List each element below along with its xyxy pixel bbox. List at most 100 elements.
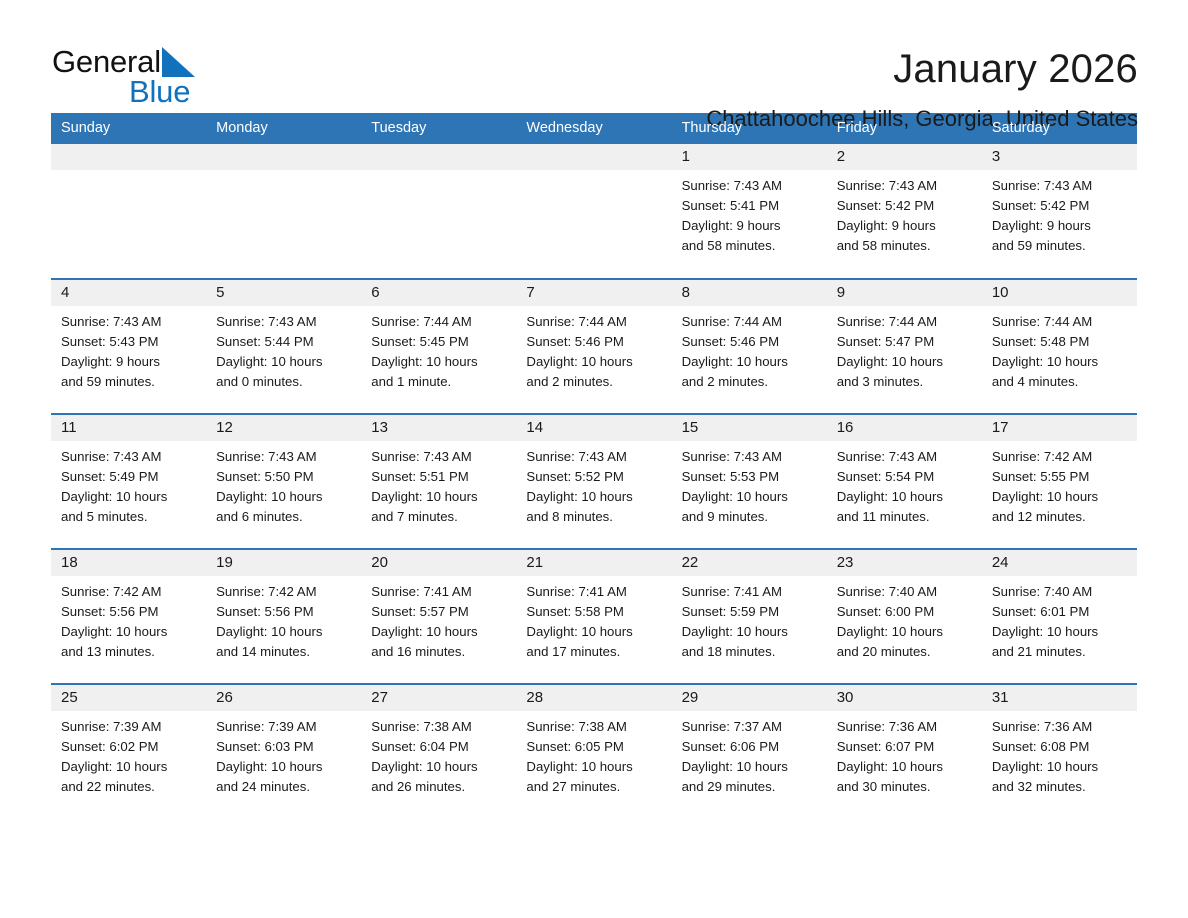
- calendar-day-cell[interactable]: 21 Sunrise: 7:41 AM Sunset: 5:58 PM Dayligh…: [516, 548, 672, 684]
- calendar-day-cell[interactable]: 25 Sunrise: 7:39 AM Sunset: 6:02 PM Dayligh…: [51, 683, 207, 819]
- calendar-day-cell[interactable]: 3 Sunrise: 7:43 AM Sunset: 5:42 PM Daylight…: [981, 144, 1137, 279]
- daylight-line-1: Daylight: 9 hours: [991, 218, 1091, 233]
- daylight-line-2: [371, 236, 508, 256]
- day-number: 7: [516, 280, 672, 306]
- sunset-line: Sunset: 5:43 PM: [61, 334, 159, 349]
- calendar-day-cell[interactable]: 30 Sunrise: 7:36 AM Sunset: 6:07 PM Dayligh…: [826, 683, 982, 819]
- calendar-day-cell[interactable]: 26 Sunrise: 7:39 AM Sunset: 6:03 PM Dayligh…: [206, 683, 362, 819]
- calendar-day-cell[interactable]: 15 Sunrise: 7:43 AM Sunset: 5:53 PM Dayligh…: [671, 413, 827, 549]
- calendar-day-cell[interactable]: 7 Sunrise: 7:44 AM Sunset: 5:46 PM Daylight…: [516, 278, 672, 414]
- logo-top-row: General: [52, 44, 302, 78]
- calendar-day-cell[interactable]: 24 Sunrise: 7:40 AM Sunset: 6:01 PM Dayligh…: [981, 548, 1137, 684]
- sunrise-line: Sunrise: 7:39 AM: [61, 719, 162, 734]
- daylight-line-2: and 59 minutes.: [991, 238, 1086, 253]
- calendar-day-cell[interactable]: 23 Sunrise: 7:40 AM Sunset: 6:00 PM Dayligh…: [826, 548, 982, 684]
- sunrise-line: Sunrise: 7:43 AM: [61, 314, 162, 329]
- day-detail-text: Sunrise: 7:43 AM Sunset: 5:42 PM Daylight:…: [827, 170, 982, 256]
- day-number: 23: [826, 550, 982, 576]
- day-detail-text: Sunrise: 7:42 AM Sunset: 5:56 PM Daylight:…: [51, 576, 206, 662]
- calendar-day-cell[interactable]: 1 Sunrise: 7:43 AM Sunset: 5:41 PM Daylight…: [671, 144, 827, 279]
- sunset-line: Sunset: 5:41 PM: [681, 198, 780, 213]
- daylight-line-2: [61, 236, 198, 256]
- general-blue-logo[interactable]: General Blue: [52, 44, 302, 114]
- calendar-day-cell[interactable]: 14 Sunrise: 7:43 AM Sunset: 5:52 PM Dayligh…: [516, 413, 672, 549]
- daylight-line-1: Daylight: 10 hours: [61, 759, 168, 774]
- day-number: 12: [206, 415, 362, 441]
- day-detail-text: Sunrise: 7:44 AM Sunset: 5:45 PM Daylight:…: [361, 306, 516, 392]
- logo-word-general: General: [52, 44, 161, 79]
- daylight-line-2: and 59 minutes.: [61, 374, 155, 389]
- daylight-line-1: [216, 216, 353, 236]
- sunset-line: Sunset: 5:58 PM: [526, 604, 624, 619]
- calendar-day-cell-empty: [516, 144, 672, 279]
- day-detail-text: Sunrise: 7:43 AM Sunset: 5:42 PM Daylight:…: [982, 170, 1137, 256]
- calendar-day-cell[interactable]: 19 Sunrise: 7:42 AM Sunset: 5:56 PM Dayligh…: [206, 548, 362, 684]
- daylight-line-2: and 5 minutes.: [61, 509, 148, 524]
- daylight-line-1: Daylight: 10 hours: [681, 354, 788, 369]
- daylight-line-2: and 12 minutes.: [991, 509, 1086, 524]
- calendar-day-cell[interactable]: 29 Sunrise: 7:37 AM Sunset: 6:06 PM Dayligh…: [671, 683, 827, 819]
- daylight-line-1: Daylight: 10 hours: [526, 354, 633, 369]
- daylight-line-1: Daylight: 10 hours: [371, 624, 478, 639]
- day-detail-text: [361, 170, 516, 256]
- calendar-day-cell[interactable]: 9 Sunrise: 7:44 AM Sunset: 5:47 PM Daylight…: [826, 278, 982, 414]
- weekday-header-saturday: Saturday: [981, 113, 1137, 144]
- daylight-line-2: and 26 minutes.: [371, 779, 466, 794]
- calendar-day-cell[interactable]: 12 Sunrise: 7:43 AM Sunset: 5:50 PM Dayligh…: [206, 413, 362, 549]
- calendar-day-cell[interactable]: 2 Sunrise: 7:43 AM Sunset: 5:42 PM Daylight…: [826, 144, 982, 279]
- daylight-line-1: Daylight: 10 hours: [526, 489, 633, 504]
- daylight-line-1: Daylight: 10 hours: [836, 354, 943, 369]
- sunset-line: Sunset: 6:01 PM: [991, 604, 1090, 619]
- daylight-line-2: and 1 minute.: [371, 374, 452, 389]
- calendar-day-cell[interactable]: 31 Sunrise: 7:36 AM Sunset: 6:08 PM Dayligh…: [981, 683, 1137, 819]
- weekday-header-tuesday: Tuesday: [361, 113, 517, 144]
- day-number: 8: [671, 280, 827, 306]
- daylight-line-1: Daylight: 9 hours: [61, 354, 160, 369]
- day-detail-text: [51, 170, 206, 256]
- daylight-line-2: and 18 minutes.: [681, 644, 776, 659]
- calendar-day-cell[interactable]: 13 Sunrise: 7:43 AM Sunset: 5:51 PM Dayligh…: [361, 413, 517, 549]
- sunset-line: Sunset: 6:03 PM: [216, 739, 314, 754]
- sunrise-line: Sunrise: 7:38 AM: [371, 719, 472, 734]
- daylight-line-2: and 9 minutes.: [681, 509, 769, 524]
- calendar-day-cell[interactable]: 4 Sunrise: 7:43 AM Sunset: 5:43 PM Daylight…: [51, 278, 207, 414]
- daylight-line-1: Daylight: 10 hours: [216, 354, 323, 369]
- calendar-day-cell-empty: [361, 144, 517, 279]
- calendar-day-cell[interactable]: 28 Sunrise: 7:38 AM Sunset: 6:05 PM Dayligh…: [516, 683, 672, 819]
- sunrise-line: Sunrise: 7:43 AM: [526, 449, 627, 464]
- day-number: 25: [51, 685, 207, 711]
- sunset-line: Sunset: 6:07 PM: [836, 739, 935, 754]
- sunset-line: Sunset: 6:04 PM: [371, 739, 469, 754]
- daylight-line-2: and 4 minutes.: [991, 374, 1079, 389]
- calendar-day-cell[interactable]: 17 Sunrise: 7:42 AM Sunset: 5:55 PM Dayligh…: [981, 413, 1137, 549]
- day-number: 26: [206, 685, 362, 711]
- daylight-line-1: Daylight: 10 hours: [681, 624, 788, 639]
- weekday-header-sunday: Sunday: [51, 113, 207, 144]
- calendar-day-cell[interactable]: 18 Sunrise: 7:42 AM Sunset: 5:56 PM Dayligh…: [51, 548, 207, 684]
- calendar-day-cell[interactable]: 6 Sunrise: 7:44 AM Sunset: 5:45 PM Daylight…: [361, 278, 517, 414]
- day-number: 15: [671, 415, 827, 441]
- calendar-day-cell[interactable]: 11 Sunrise: 7:43 AM Sunset: 5:49 PM Dayligh…: [51, 413, 207, 549]
- calendar-day-cell[interactable]: 20 Sunrise: 7:41 AM Sunset: 5:57 PM Dayligh…: [361, 548, 517, 684]
- calendar-day-cell[interactable]: 5 Sunrise: 7:43 AM Sunset: 5:44 PM Daylight…: [206, 278, 362, 414]
- sunrise-line: Sunrise: 7:37 AM: [681, 719, 782, 734]
- day-detail-text: Sunrise: 7:38 AM Sunset: 6:04 PM Daylight:…: [361, 711, 516, 797]
- sunrise-line: Sunrise: 7:39 AM: [216, 719, 317, 734]
- sunrise-line: [526, 176, 663, 196]
- sunrise-line: Sunrise: 7:43 AM: [681, 178, 782, 193]
- sunset-line: Sunset: 5:44 PM: [216, 334, 314, 349]
- day-detail-text: Sunrise: 7:38 AM Sunset: 6:05 PM Daylight:…: [516, 711, 671, 797]
- sunrise-line: Sunrise: 7:41 AM: [371, 584, 472, 599]
- day-detail-text: Sunrise: 7:42 AM Sunset: 5:55 PM Daylight:…: [982, 441, 1137, 527]
- day-number: 31: [981, 685, 1137, 711]
- calendar-day-cell[interactable]: 8 Sunrise: 7:44 AM Sunset: 5:46 PM Daylight…: [671, 278, 827, 414]
- calendar-day-cell[interactable]: 27 Sunrise: 7:38 AM Sunset: 6:04 PM Dayligh…: [361, 683, 517, 819]
- daylight-line-1: Daylight: 10 hours: [991, 489, 1099, 504]
- calendar-day-cell[interactable]: 22 Sunrise: 7:41 AM Sunset: 5:59 PM Dayligh…: [671, 548, 827, 684]
- calendar-day-cell[interactable]: 10 Sunrise: 7:44 AM Sunset: 5:48 PM Dayligh…: [981, 278, 1137, 414]
- calendar-day-cell[interactable]: 16 Sunrise: 7:43 AM Sunset: 5:54 PM Dayligh…: [826, 413, 982, 549]
- day-detail-text: Sunrise: 7:43 AM Sunset: 5:44 PM Daylight:…: [206, 306, 361, 392]
- day-detail-text: Sunrise: 7:43 AM Sunset: 5:49 PM Daylight:…: [51, 441, 206, 527]
- daylight-line-2: and 17 minutes.: [526, 644, 621, 659]
- day-detail-text: Sunrise: 7:40 AM Sunset: 6:00 PM Daylight:…: [827, 576, 982, 662]
